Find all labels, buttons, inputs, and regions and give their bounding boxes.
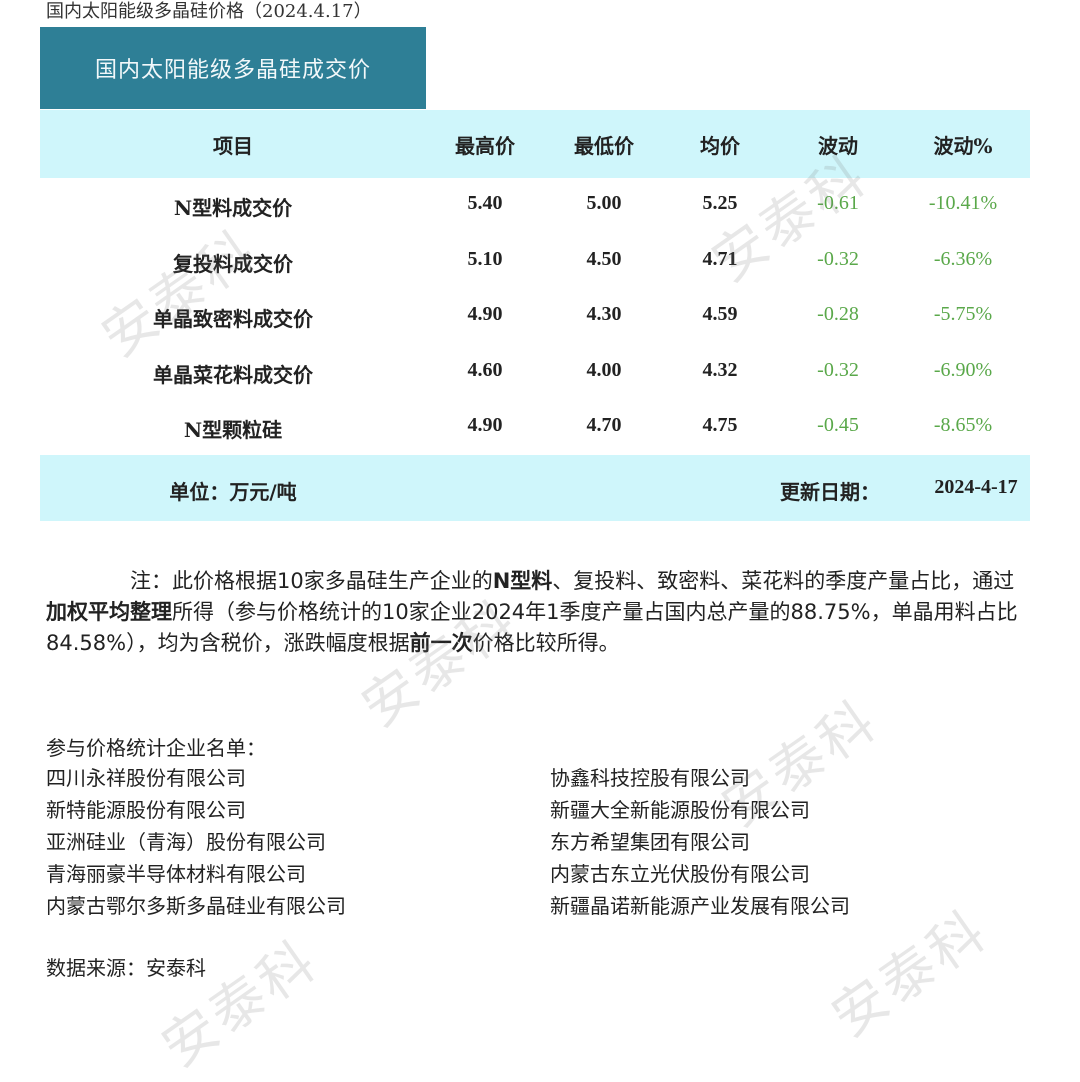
avg-price: 4.75 [702,414,738,436]
change: -0.32 [817,358,859,381]
item-name: N型料成交价 [173,196,293,220]
low-price: 4.00 [586,358,622,381]
table-row: N型颗粒硅 4.90 4.70 4.75 -0.45 -8.65% [0,414,1080,444]
header-low: 最低价 [574,134,634,158]
item-name: 复投料成交价 [173,251,293,276]
watermark: 安泰科 [90,217,270,370]
update-date: 2024-4-17 [934,476,1018,498]
company-name: 亚洲硅业（青海）股份有限公司 [46,830,326,854]
header-high: 最高价 [455,134,515,158]
high-price: 4.60 [467,358,503,381]
company-name: 内蒙古鄂尔多斯多晶硅业有限公司 [46,894,346,918]
note-text: 、复投料、致密料、菜花料的季度产量占比，通过 [552,569,1015,593]
companies-heading: 参与价格统计企业名单： [46,736,266,760]
high-price: 5.10 [467,247,503,270]
company-name: 新疆大全新能源股份有限公司 [550,798,810,822]
note-bold: 加权平均整理 [46,600,172,624]
table-header-band [40,110,1030,178]
document-title: 国内太阳能级多晶硅价格（2024.4.17） [46,1,372,22]
table-footer-band [40,455,1030,521]
change-pct: -10.41% [928,192,998,214]
table-row: N型料成交价 5.40 5.00 5.25 -0.61 -10.41% [0,192,1080,222]
note-bold: 前一次 [409,631,473,655]
company-name: 东方希望集团有限公司 [550,830,750,854]
company-name: 四川永祥股份有限公司 [46,766,246,790]
avg-price: 5.25 [702,192,738,214]
avg-price: 4.59 [702,303,738,325]
item-name: 单晶菜花料成交价 [153,362,313,387]
note-text: 所得（参与价格统计的10家企业2024年1季度产量占国内总产量的88.75%，单… [46,600,1018,655]
note-paragraph: 注：此价格根据10家多晶硅生产企业的N型料、复投料、致密料、菜花料的季度产量占比… [46,566,1031,659]
change-pct: -5.75% [933,303,993,325]
change: -0.32 [817,247,859,270]
low-price: 4.70 [586,414,622,436]
change-pct: -6.36% [933,247,993,270]
avg-price: 4.71 [702,247,738,270]
high-price: 5.40 [467,192,503,214]
company-name: 内蒙古东立光伏股份有限公司 [550,862,810,886]
change-pct: -6.90% [933,358,993,381]
note-bold: N型料 [492,569,553,593]
unit-label: 单位：万元/吨 [169,480,297,504]
low-price: 4.30 [586,303,622,325]
watermark: 安泰科 [150,927,330,1080]
table-title: 国内太阳能级多晶硅成交价 [40,27,426,109]
note-text: 价格比较所得。 [472,631,620,655]
table-footer-row: 单位：万元/吨 更新日期： 2024-4-17 [0,476,1080,506]
company-name: 青海丽豪半导体材料有限公司 [46,862,306,886]
high-price: 4.90 [467,303,503,325]
change: -0.45 [817,414,859,436]
high-price: 4.90 [467,414,503,436]
header-avg: 均价 [700,134,740,158]
low-price: 4.50 [586,247,622,270]
company-list-right: 协鑫科技控股有限公司新疆大全新能源股份有限公司 东方希望集团有限公司内蒙古东立光伏… [550,762,850,922]
data-source: 数据来源：安泰科 [46,956,206,980]
table-row: 单晶菜花料成交价 4.60 4.00 4.32 -0.32 -6.90% [0,359,1080,389]
table-header-row: 项目 最高价 最低价 均价 波动 波动% [0,130,1080,160]
item-name: 单晶致密料成交价 [153,307,313,331]
item-name: N型颗粒硅 [183,418,283,442]
avg-price: 4.32 [702,358,738,381]
header-item: 项目 [213,134,253,158]
table-row: 单晶致密料成交价 4.90 4.30 4.59 -0.28 -5.75% [0,303,1080,333]
header-change-pct: 波动% [933,134,993,158]
table-row: 复投料成交价 5.10 4.50 4.71 -0.32 -6.36% [0,248,1080,278]
change: -0.28 [817,303,859,325]
company-name: 新疆晶诺新能源产业发展有限公司 [550,894,850,918]
company-name: 协鑫科技控股有限公司 [550,766,750,790]
company-name: 新特能源股份有限公司 [46,798,246,822]
note-text: 注：此价格根据10家多晶硅生产企业的 [130,569,493,593]
change: -0.61 [817,192,859,214]
company-list-left: 四川永祥股份有限公司 新特能源股份有限公司亚洲硅业（青海）股份有限公司 青海丽豪半导… [46,762,346,922]
header-change: 波动 [818,134,858,158]
update-label: 更新日期： [780,480,880,504]
change-pct: -8.65% [933,414,993,436]
low-price: 5.00 [586,192,622,214]
